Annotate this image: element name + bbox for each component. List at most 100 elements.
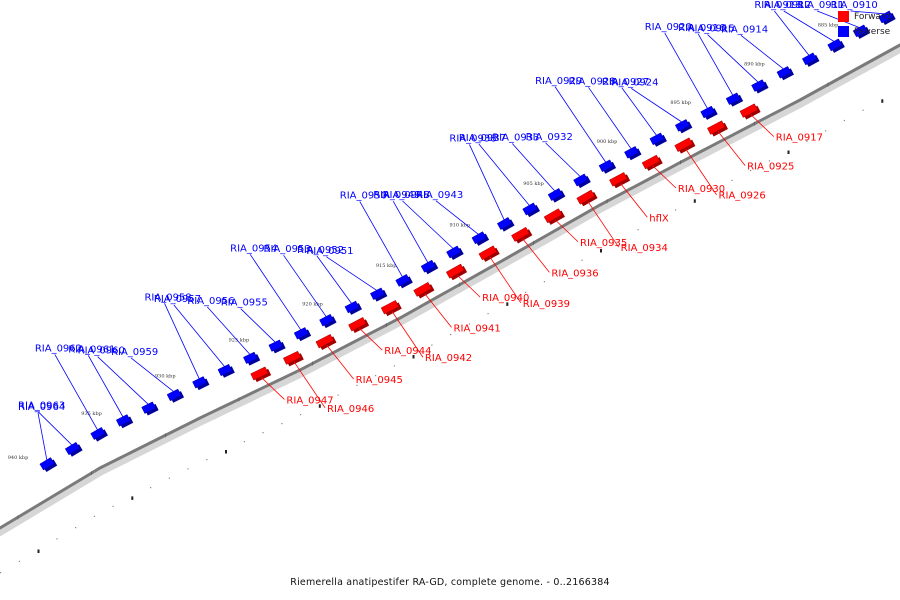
forward-leader-line xyxy=(619,183,648,218)
tick-label: 935 kbp xyxy=(81,411,102,417)
reverse-gene-ria_0911 xyxy=(852,24,868,38)
position-dot xyxy=(412,355,415,359)
reverse-leader-line xyxy=(511,143,556,192)
reverse-gene-label: RIA_0915 xyxy=(688,24,735,35)
reverse-gene-label: RIA_0938 xyxy=(449,133,496,144)
position-dot xyxy=(656,219,658,221)
forward-gene-ria_0947 xyxy=(250,366,269,381)
reverse-gene-label: RIA_0960 xyxy=(78,346,125,357)
reverse-gene-label: RIA_0913 xyxy=(754,0,801,11)
tick-label: 920 kbp xyxy=(302,302,323,308)
position-dot xyxy=(206,459,208,461)
reverse-leader-line xyxy=(164,303,200,380)
position-dot xyxy=(356,384,358,386)
reverse-gene-ria_0943 xyxy=(471,231,487,245)
backbone-shadow xyxy=(0,47,900,536)
reverse-gene-label: RIA_0933 xyxy=(492,133,539,144)
forward-gene-ria_0941 xyxy=(413,281,432,297)
reverse-gene-ria_0961 xyxy=(115,414,131,427)
position-dot xyxy=(525,291,527,293)
forward-gene-label: RIA_0946 xyxy=(327,404,374,415)
reverse-gene-label: RIA_0927 xyxy=(602,77,649,88)
forward-leader-line xyxy=(326,344,354,380)
position-dot xyxy=(112,505,114,507)
forward-leader-line xyxy=(587,200,620,248)
legend-forward: Forward xyxy=(838,9,900,24)
reverse-gene-ria_0957 xyxy=(217,363,233,377)
reverse-gene-ria_0954 xyxy=(293,327,309,340)
position-dot xyxy=(18,560,20,562)
reverse-gene-label: RIA_0955 xyxy=(221,298,268,309)
reverse-gene-ria_0913 xyxy=(801,52,817,66)
reverse-gene-label: RIA_0937 xyxy=(459,133,506,144)
reverse-gene-ria_0949 xyxy=(420,259,436,273)
position-dot xyxy=(543,281,545,283)
position-dot xyxy=(300,414,302,416)
forward-gene-label: hflX xyxy=(649,213,669,224)
forward-gene-ria_0930 xyxy=(641,154,661,170)
reverse-gene-label: RIA_0956 xyxy=(187,296,234,307)
forward-gene-label: RIA_0942 xyxy=(425,353,472,364)
reverse-leader-line xyxy=(97,356,149,405)
reverse-leader-line xyxy=(774,10,810,57)
tick-label: 915 kbp xyxy=(376,263,397,269)
forward-leader-line xyxy=(750,114,775,137)
forward-gene-label: RIA_0925 xyxy=(747,162,794,173)
reverse-gene-ria_0959 xyxy=(166,388,182,402)
forward-leader-line xyxy=(261,377,285,400)
reverse-gene-ria_0952 xyxy=(344,300,360,314)
reverse-gene-ria_0928 xyxy=(624,146,639,159)
reverse-gene-label: RIA_0954 xyxy=(230,243,277,254)
forward-leader-line xyxy=(391,311,424,358)
forward-gene-ria_0942 xyxy=(380,300,400,315)
forward-gene-ria_0926 xyxy=(674,137,693,152)
forward-leader-line xyxy=(456,274,481,298)
position-dot xyxy=(693,199,696,203)
legend: Forward Reverse xyxy=(838,9,900,39)
reverse-leader-line xyxy=(783,10,835,43)
reverse-gene-ria_0962 xyxy=(90,427,106,440)
reverse-gene-label: RIA_0958 xyxy=(144,292,191,303)
tick-label: 910 kbp xyxy=(450,223,471,229)
reverse-gene-ria_0916 xyxy=(725,92,741,106)
position-dot xyxy=(506,302,509,306)
forward-gene-label: RIA_0936 xyxy=(551,268,598,279)
reverse-leader-line xyxy=(240,308,276,343)
forward-leader-line xyxy=(489,256,522,304)
reverse-gene-label: RIA_0914 xyxy=(721,24,768,35)
reverse-gene-ria_0951 xyxy=(370,287,385,301)
position-dot xyxy=(450,334,452,336)
position-dot xyxy=(881,99,884,103)
position-dot xyxy=(675,209,677,211)
reverse-gene-ria_0927 xyxy=(649,132,665,146)
forward-gene-ria_0940 xyxy=(445,263,465,279)
tick-label: 885 kbp xyxy=(818,23,839,29)
reverse-leader-line xyxy=(359,201,404,278)
forward-gene-label: RIA_0947 xyxy=(286,395,333,406)
position-dot xyxy=(562,270,564,272)
reverse-leader-line xyxy=(249,254,302,331)
reverse-gene-label: RIA_0912 xyxy=(764,0,811,11)
position-dot xyxy=(393,365,395,367)
reverse-gene-label: RIA_0928 xyxy=(568,76,615,87)
forward-gene-ria_0934 xyxy=(576,189,595,205)
position-dot xyxy=(93,515,95,517)
tick-label: 890 kbp xyxy=(744,62,765,68)
reverse-gene-ria_0955 xyxy=(268,339,283,352)
reverse-leader-line xyxy=(707,34,759,83)
tick-label: 900 kbp xyxy=(597,139,618,145)
position-dot xyxy=(825,130,827,132)
reverse-gene-ria_0912 xyxy=(827,38,843,52)
reverse-gene-label: RIA_0943 xyxy=(416,190,463,201)
tick-label: 940 kbp xyxy=(8,455,29,461)
forward-gene-ria_0935 xyxy=(543,208,563,224)
position-dot xyxy=(806,140,808,142)
reverse-gene-ria_0914 xyxy=(776,66,792,79)
reverse-gene-label: RIA_0961 xyxy=(68,344,115,355)
forward-gene-label: RIA_0917 xyxy=(776,133,823,144)
forward-gene-hflx xyxy=(609,172,628,187)
forward-leader-line xyxy=(522,238,550,273)
reverse-gene-ria_0915 xyxy=(751,79,766,92)
reverse-leader-line xyxy=(554,86,607,164)
position-dot xyxy=(262,432,264,434)
